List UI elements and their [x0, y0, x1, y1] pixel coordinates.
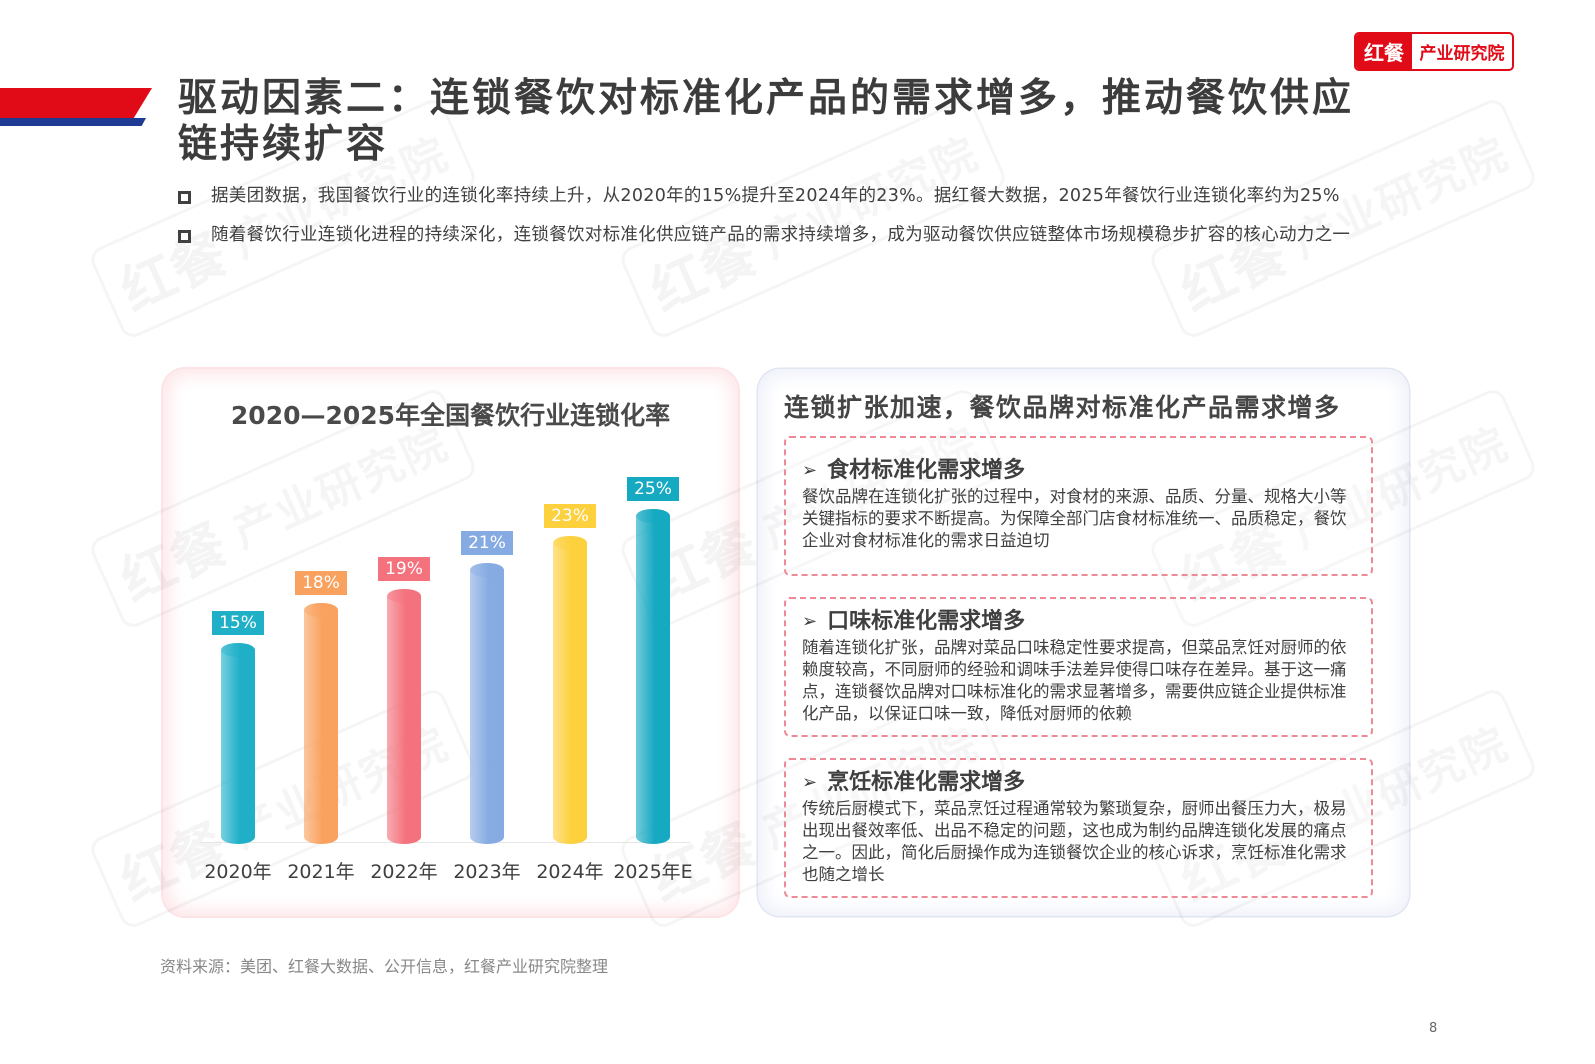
chart-value-label: 25% [627, 477, 679, 501]
arrow-bullet-icon: ➢ [802, 611, 818, 632]
chart-x-label: 2025年E [613, 861, 693, 883]
chart-x-label: 2023年 [453, 861, 521, 883]
chart-bar-cap [221, 643, 255, 657]
ribbon-red-stripe [0, 88, 152, 118]
chart-value-label: 19% [378, 557, 430, 582]
page-title: 驱动因素二：连锁餐饮对标准化产品的需求增多，推动餐饮供应链持续扩容 [178, 76, 1355, 167]
info-section-heading-text: 食材标准化需求增多 [827, 458, 1026, 483]
info-section-cooking: ➢ 烹饪标准化需求增多 传统后厨模式下，菜品烹饪过程通常较为繁琐复杂，厨师出餐压… [784, 758, 1373, 898]
chart-bar [221, 643, 255, 844]
chart-bar [304, 602, 338, 844]
page-number: 8 [1429, 1021, 1438, 1036]
source-note: 资料来源：美团、红餐大数据、公开信息，红餐产业研究院整理 [160, 957, 609, 976]
info-section-heading-text: 口味标准化需求增多 [827, 609, 1026, 634]
brand-logo-mark: 红餐 [1356, 34, 1412, 69]
chart-bar [553, 535, 587, 844]
chart-value-label: 21% [461, 530, 513, 555]
chart-value-label: 18% [295, 570, 347, 595]
info-card [758, 369, 1409, 916]
chart-bar-cap [553, 535, 587, 550]
ribbon-blue-stripe [0, 118, 146, 126]
square-bullet-icon [178, 191, 191, 204]
chart-x-label: 2024年 [536, 861, 604, 883]
bullet-item: 随着餐饮行业连锁化进程的持续深化，连锁餐饮对标准化供应链产品的需求持续增多，成为… [178, 225, 1408, 246]
arrow-bullet-icon: ➢ [802, 772, 818, 793]
brand-logo-text: 产业研究院 [1419, 44, 1505, 64]
arrow-bullet-icon: ➢ [802, 460, 818, 481]
bullet-item: 据美团数据，我国餐饮行业的连锁化率持续上升，从2020年的15%提升至2024年… [178, 186, 1408, 207]
info-section-heading-text: 烹饪标准化需求增多 [827, 770, 1026, 795]
chart-x-label: 2022年 [370, 861, 438, 883]
info-section-body: 传统后厨模式下，菜品烹饪过程通常较为繁琐复杂，厨师出餐压力大，极易出现出餐效率低… [802, 799, 1347, 884]
chart-bar-cap [636, 509, 670, 523]
chart-bar [387, 589, 421, 844]
chart-bar-cap [470, 562, 504, 577]
chart-baseline [200, 842, 690, 843]
chart-value-label: 23% [544, 503, 596, 528]
chart-bar-cap [304, 602, 338, 617]
info-section-ingredients: ➢ 食材标准化需求增多 餐饮品牌在连锁化扩张的过程中，对食材的来源、品质、分量、… [784, 436, 1373, 576]
info-section-body: 随着连锁化扩张，品牌对菜品口味稳定性要求提高，但菜品烹饪对厨师的依赖度较高，不同… [802, 638, 1347, 723]
bullet-text: 据美团数据，我国餐饮行业的连锁化率持续上升，从2020年的15%提升至2024年… [211, 186, 1340, 206]
chart-x-label: 2021年 [287, 861, 355, 883]
info-section-flavor: ➢ 口味标准化需求增多 随着连锁化扩张，品牌对菜品口味稳定性要求提高，但菜品烹饪… [784, 597, 1373, 737]
info-section-heading: ➢ 烹饪标准化需求增多 [802, 770, 1357, 796]
square-bullet-icon [178, 230, 191, 243]
info-section-heading: ➢ 食材标准化需求增多 [802, 458, 1357, 484]
info-section-heading: ➢ 口味标准化需求增多 [802, 609, 1357, 635]
chart-x-label: 2020年 [204, 861, 272, 883]
chart-bar [470, 562, 504, 844]
info-card-title: 连锁扩张加速，餐饮品牌对标准化产品需求增多 [784, 393, 1341, 422]
bullet-text: 随着餐饮行业连锁化进程的持续深化，连锁餐饮对标准化供应链产品的需求持续增多，成为… [211, 225, 1351, 245]
chart-title: 2020—2025年全国餐饮行业连锁化率 [230, 401, 671, 430]
chart-value-label: 15% [212, 611, 264, 635]
chart-bar [636, 509, 670, 844]
chart-bar-cap [387, 589, 421, 604]
title-ribbon [0, 88, 152, 128]
brand-logo: 红餐 产业研究院 [1354, 32, 1514, 71]
info-section-body: 餐饮品牌在连锁化扩张的过程中，对食材的来源、品质、分量、规格大小等关键指标的要求… [802, 487, 1347, 550]
bullet-list: 据美团数据，我国餐饮行业的连锁化率持续上升，从2020年的15%提升至2024年… [178, 186, 1408, 264]
